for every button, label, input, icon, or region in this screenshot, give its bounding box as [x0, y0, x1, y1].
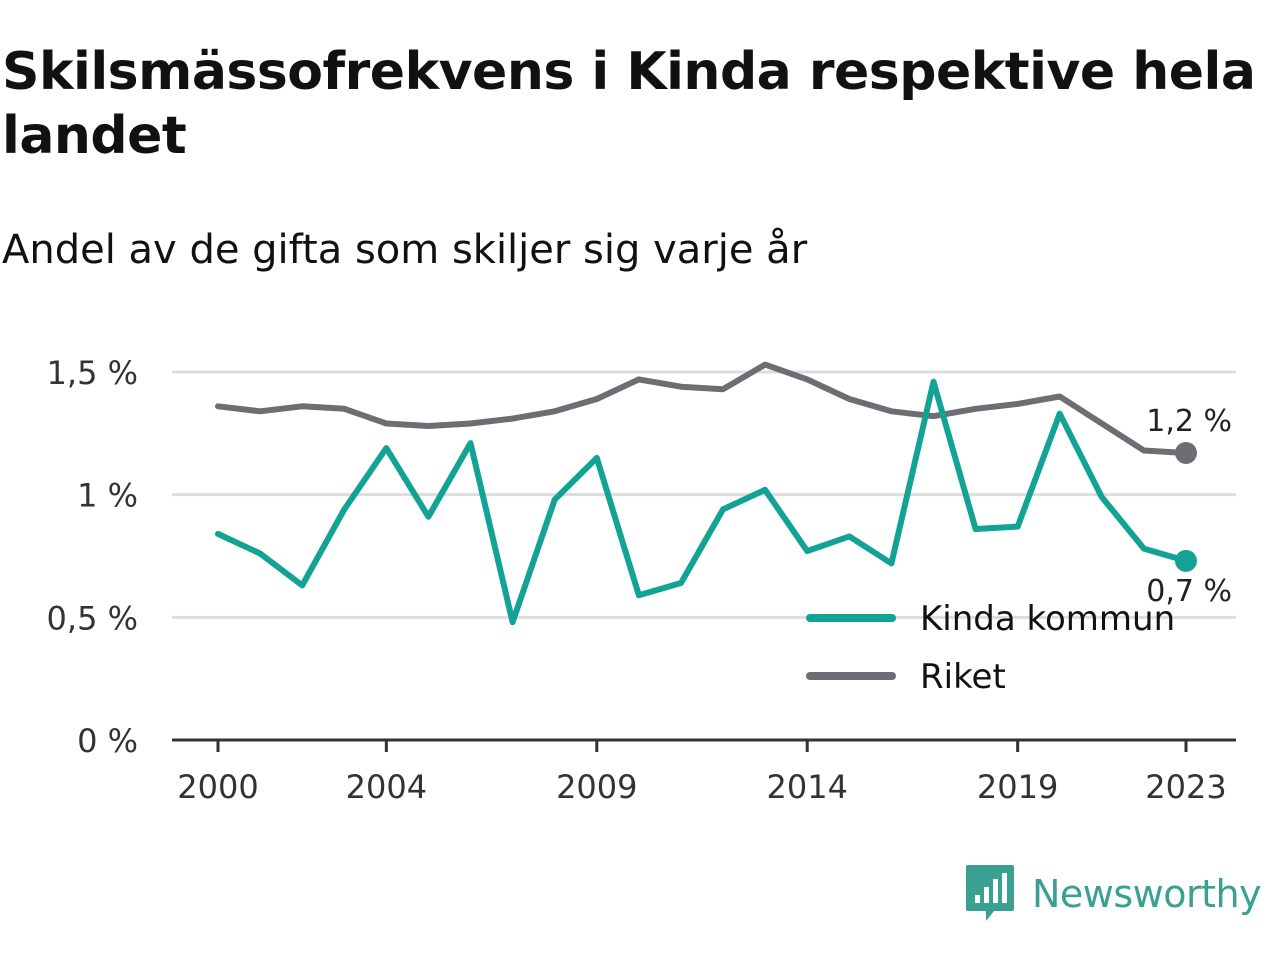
series-lines [215, 361, 1189, 626]
y-tick-label: 1,5 % [47, 354, 138, 392]
bar-chart-speech-bubble-icon [966, 865, 1014, 921]
series-line-kinda-kommun [215, 378, 1189, 626]
end-value-label: 0,7 % [1146, 574, 1232, 609]
legend-label: Riket [920, 657, 1006, 697]
x-axis: 2000 2004 2009 2014 2019 2023 [172, 738, 1236, 806]
y-tick-label: 1 % [77, 477, 138, 515]
x-tick-label: 2009 [556, 768, 637, 806]
chart-subtitle: Andel av de gifta som skiljer sig varje … [2, 227, 808, 273]
legend-label: Kinda kommun [920, 599, 1175, 639]
x-tick-label: 2019 [977, 768, 1058, 806]
end-labels: 0,7 % 1,2 % [1146, 404, 1232, 609]
y-tick-label: 0,5 % [47, 599, 138, 637]
chart-title: Skilsmässofrekvens i Kinda respektive he… [2, 42, 1256, 166]
grid-lines [172, 370, 1236, 619]
brand-logo: Newsworthy [964, 862, 1262, 926]
x-tick-label: 2004 [346, 768, 427, 806]
end-point-marker [1175, 441, 1197, 464]
end-point-marker [1175, 549, 1197, 572]
y-tick-label: 0 % [77, 722, 138, 760]
x-tick-label: 2000 [177, 768, 258, 806]
legend: Kinda kommun Riket [806, 599, 1175, 697]
brand-name: Newsworthy [1032, 872, 1262, 916]
y-axis-labels: 0 % 0,5 % 1 % 1,5 % [47, 354, 138, 760]
x-tick-label: 2014 [766, 768, 847, 806]
x-tick-label: 2023 [1145, 768, 1226, 806]
end-value-label: 1,2 % [1146, 404, 1232, 439]
series-line-riket [215, 361, 1189, 456]
